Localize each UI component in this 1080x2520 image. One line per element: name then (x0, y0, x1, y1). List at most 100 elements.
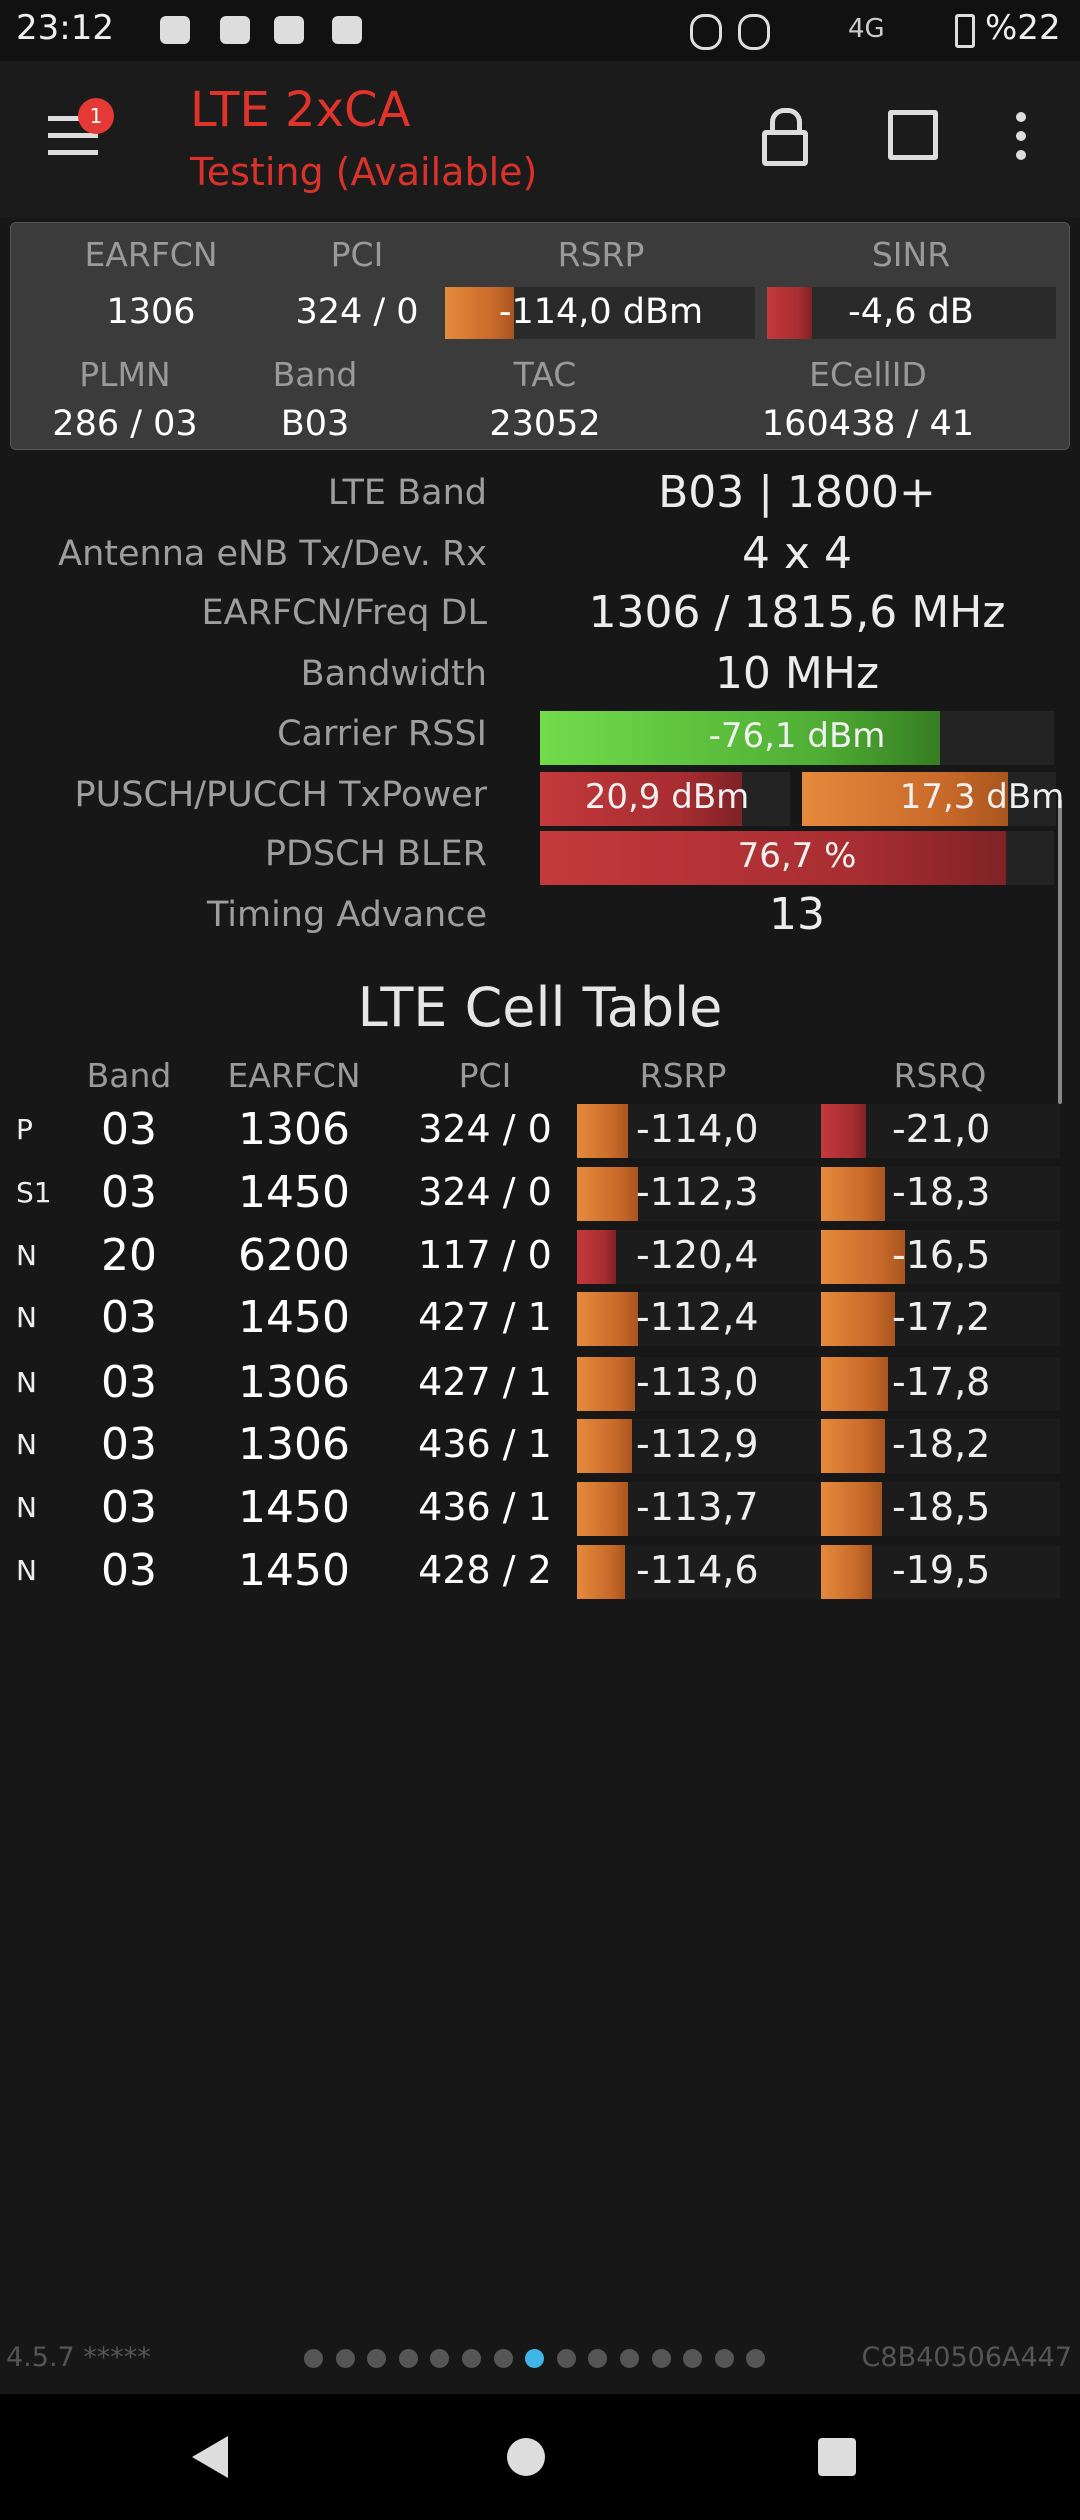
table-title: LTE Cell Table (357, 976, 723, 1039)
rsrp-bar (577, 1104, 628, 1158)
status-icon (738, 14, 770, 50)
rsrp-bar (577, 1545, 625, 1599)
cell-rsrq: -18,3 (892, 1170, 991, 1214)
share-button[interactable] (888, 110, 938, 160)
cell-pci: 324 / 0 (418, 1170, 552, 1214)
rsrq-bar (821, 1419, 885, 1473)
cell-rsrq: -18,2 (892, 1422, 991, 1466)
cell-type: P (16, 1113, 33, 1146)
rsrp-bar (577, 1167, 638, 1221)
scrollbar (1058, 799, 1062, 1104)
app-title: LTE 2xCA (190, 82, 411, 138)
nav-home[interactable] (507, 2438, 545, 2476)
cell-rsrp: -112,4 (636, 1295, 759, 1339)
more-button[interactable] (1014, 112, 1028, 162)
cell-type: N (16, 1301, 37, 1334)
cell-earfcn: 1306 (238, 1104, 350, 1155)
rsrq-bar (821, 1482, 882, 1536)
page-dot[interactable] (651, 2349, 671, 2368)
sinr-track (767, 287, 1056, 339)
nav-recents[interactable] (818, 2438, 856, 2476)
cell-band: 03 (101, 1167, 157, 1218)
page-dot[interactable] (398, 2349, 418, 2368)
row-bg (577, 1357, 1060, 1411)
status-icon (274, 16, 304, 44)
page-dot[interactable] (588, 2349, 608, 2368)
rsrp-bar (577, 1292, 638, 1346)
battery-level: %22 (985, 8, 1061, 48)
summary-value: 1306 (106, 292, 196, 332)
cell-earfcn: 1306 (238, 1357, 350, 1408)
summary-value: 286 / 03 (52, 404, 198, 444)
row-bg (577, 1419, 1060, 1473)
status-icon (690, 14, 722, 50)
page-dot[interactable] (620, 2349, 639, 2368)
cell-band: 20 (101, 1230, 157, 1281)
page-dot[interactable] (683, 2349, 703, 2368)
detail-label: Bandwidth (300, 654, 487, 694)
row-bg (577, 1230, 1060, 1284)
status-icon (160, 16, 190, 44)
detail-value: B03 | 1800+ (658, 467, 936, 518)
summary-value: -4,6 dB (848, 292, 974, 332)
cell-rsrp: -112,3 (636, 1170, 759, 1214)
value-bar (802, 772, 1008, 826)
table-header: RSRQ (893, 1056, 987, 1095)
summary-header: PCI (330, 235, 384, 274)
summary-value: 324 / 0 (295, 292, 419, 332)
page-dot[interactable] (462, 2349, 481, 2368)
detail-label: Timing Advance (206, 895, 487, 935)
page-dot[interactable] (367, 2349, 387, 2368)
page-dot[interactable] (493, 2349, 513, 2368)
cell-band: 03 (101, 1419, 157, 1470)
row-bg (577, 1104, 1060, 1158)
cell-pci: 117 / 0 (418, 1233, 552, 1277)
page-dot[interactable] (714, 2349, 734, 2368)
summary-header: TAC (513, 355, 577, 394)
cell-rsrp: -112,9 (636, 1422, 759, 1466)
notification-badge: 1 (78, 98, 114, 134)
page-dot[interactable] (430, 2349, 450, 2368)
status-icon (332, 16, 362, 44)
rsrq-bar (821, 1104, 866, 1158)
rsrq-bar (821, 1292, 895, 1346)
menu-button[interactable] (48, 116, 98, 156)
rsrp-bar (577, 1230, 616, 1284)
cell-type: N (16, 1428, 37, 1461)
summary-header: SINR (871, 235, 951, 274)
cell-rsrq: -17,8 (892, 1360, 991, 1404)
status-icon (220, 16, 250, 44)
nav-back[interactable] (192, 2436, 228, 2478)
page-dot[interactable] (525, 2349, 545, 2368)
lock-button[interactable] (762, 108, 808, 166)
rsrp-bar (445, 287, 514, 339)
cell-band: 03 (101, 1104, 157, 1155)
cell-rsrq: -16,5 (892, 1233, 991, 1277)
rsrq-bar (821, 1167, 885, 1221)
cell-band: 03 (101, 1357, 157, 1408)
rsrq-bar (821, 1230, 905, 1284)
detail-value: 1306 / 1815,6 MHz (588, 587, 1006, 638)
page-dot[interactable] (556, 2349, 576, 2368)
cell-pci: 436 / 1 (418, 1485, 552, 1529)
device-id: C8B40506A447 (861, 2342, 1072, 2373)
table-header: EARFCN (227, 1056, 361, 1095)
cell-earfcn: 1450 (238, 1167, 350, 1218)
page-dot[interactable] (746, 2349, 766, 2368)
page-dot[interactable] (304, 2349, 323, 2368)
summary-value: 23052 (489, 404, 601, 444)
cell-rsrq: -17,2 (892, 1295, 991, 1339)
cell-pci: 427 / 1 (418, 1360, 552, 1404)
rsrp-bar (577, 1419, 632, 1473)
detail-label: PDSCH BLER (264, 834, 487, 874)
rsrp-bar (577, 1357, 635, 1411)
detail-value: 76,7 % (737, 836, 857, 876)
summary-header: Band (272, 355, 358, 394)
cell-band: 03 (101, 1482, 157, 1533)
cell-rsrq: -19,5 (892, 1548, 991, 1592)
detail-value: 20,9 dBm (584, 777, 750, 817)
page-dot[interactable] (335, 2349, 355, 2368)
cell-pci: 428 / 2 (418, 1548, 552, 1592)
cell-earfcn: 1450 (238, 1482, 350, 1533)
cell-band: 03 (101, 1292, 157, 1343)
